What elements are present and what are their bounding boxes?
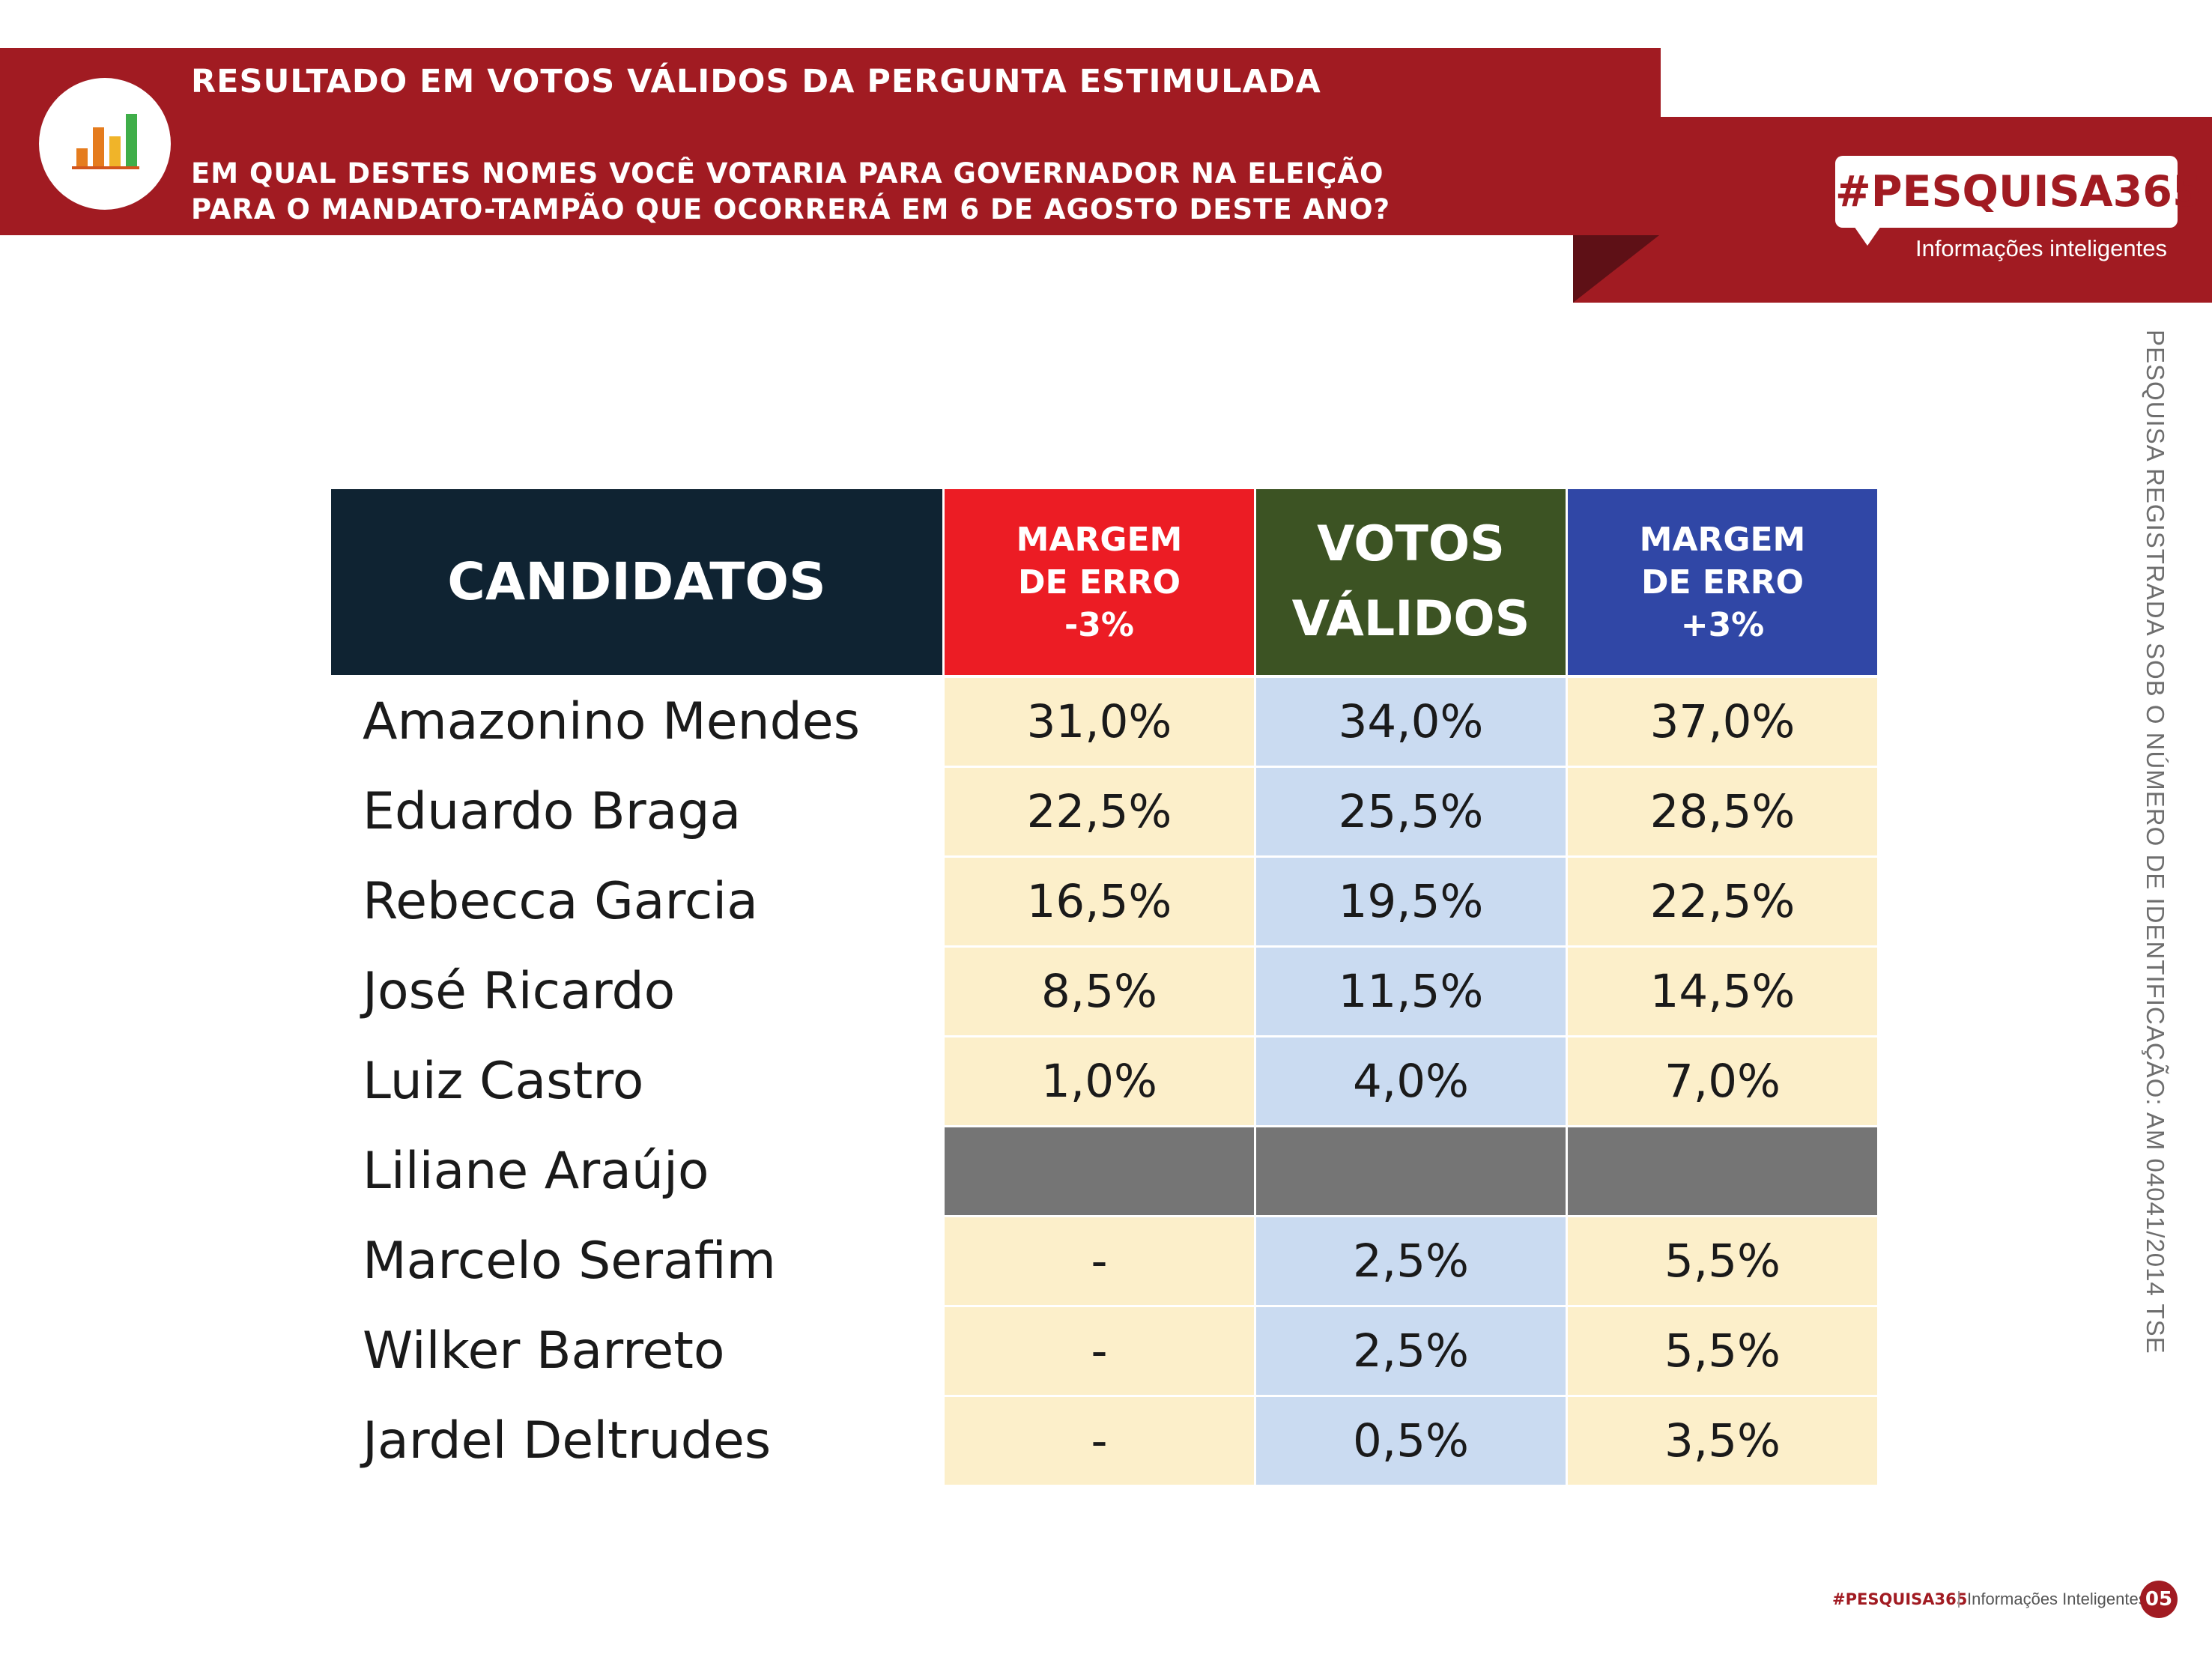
candidate-name: Liliane Araújo — [363, 1142, 709, 1201]
cell-margin-plus: 37,0% — [1568, 678, 1877, 766]
column-header-margin-plus: MARGEM DE ERRO +3% — [1568, 489, 1877, 675]
cell-margin-minus: - — [945, 1397, 1254, 1485]
cell-margin-minus: 16,5% — [945, 858, 1254, 945]
column-header-margin-minus: MARGEM DE ERRO -3% — [945, 489, 1254, 675]
footer-divider — [1958, 1591, 1960, 1608]
cell-valid-votes: 19,5% — [1256, 858, 1566, 945]
cell-margin-plus-empty — [1568, 1127, 1877, 1215]
cell-margin-minus: 31,0% — [945, 678, 1254, 766]
cell-valid-votes: 11,5% — [1256, 948, 1566, 1035]
candidate-name: José Ricardo — [363, 962, 676, 1021]
cell-margin-minus: - — [945, 1217, 1254, 1305]
page-number: 05 — [2140, 1581, 2178, 1618]
candidate-name: Rebecca Garcia — [363, 872, 758, 931]
ribbon-fold — [1573, 235, 1659, 303]
survey-question: EM QUAL DESTES NOMES VOCÊ VOTARIA PARA G… — [191, 156, 1390, 228]
candidate-name: Marcelo Serafim — [363, 1232, 776, 1291]
cell-margin-plus: 22,5% — [1568, 858, 1877, 945]
brand-logo-tail — [1854, 226, 1881, 246]
cell-margin-plus: 14,5% — [1568, 948, 1877, 1035]
cell-margin-minus: 22,5% — [945, 768, 1254, 855]
footer-brand: #PESQUISA365 — [1832, 1590, 1968, 1608]
candidate-name: Amazonino Mendes — [363, 692, 861, 751]
cell-margin-minus: 1,0% — [945, 1037, 1254, 1125]
footer-tagline: Informações Inteligentes — [1967, 1590, 2147, 1608]
cell-margin-plus: 5,5% — [1568, 1307, 1877, 1395]
brand-tagline: Informações inteligentes — [1915, 235, 2167, 261]
cell-valid-votes: 2,5% — [1256, 1307, 1566, 1395]
candidate-name: Luiz Castro — [363, 1052, 644, 1111]
brand-logo: #PESQUISA365 — [1835, 156, 2202, 228]
question-line-2: PARA O MANDATO-TAMPÃO QUE OCORRERÁ EM 6 … — [191, 193, 1391, 225]
header-band — [0, 48, 1661, 235]
cell-valid-votes: 25,5% — [1256, 768, 1566, 855]
bar-chart-icon — [39, 78, 171, 210]
cell-valid-votes: 34,0% — [1256, 678, 1566, 766]
candidate-name: Wilker Barreto — [363, 1321, 725, 1381]
candidate-name: Jardel Deltrudes — [363, 1411, 772, 1470]
cell-valid-votes: 4,0% — [1256, 1037, 1566, 1125]
cell-margin-minus-empty — [945, 1127, 1254, 1215]
column-header-candidates: CANDIDATOS — [331, 489, 942, 675]
page-title: RESULTADO EM VOTOS VÁLIDOS DA PERGUNTA E… — [191, 63, 1321, 100]
question-line-1: EM QUAL DESTES NOMES VOCÊ VOTARIA PARA G… — [191, 157, 1384, 190]
cell-margin-plus: 28,5% — [1568, 768, 1877, 855]
cell-margin-plus: 7,0% — [1568, 1037, 1877, 1125]
cell-valid-votes: 2,5% — [1256, 1217, 1566, 1305]
registration-note: PESQUISA REGISTRADA SOB O NÚMERO DE IDEN… — [2142, 330, 2169, 1354]
column-header-valid-votes: VOTOS VÁLIDOS — [1256, 489, 1566, 675]
candidate-name: Eduardo Braga — [363, 782, 742, 841]
cell-valid-votes: 0,5% — [1256, 1397, 1566, 1485]
cell-valid-votes-empty — [1256, 1127, 1566, 1215]
cell-margin-minus: - — [945, 1307, 1254, 1395]
cell-margin-plus: 5,5% — [1568, 1217, 1877, 1305]
cell-margin-minus: 8,5% — [945, 948, 1254, 1035]
cell-margin-plus: 3,5% — [1568, 1397, 1877, 1485]
